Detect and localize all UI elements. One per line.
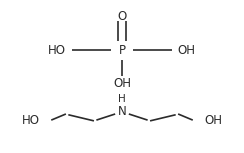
Text: HO: HO [48,44,66,57]
Text: O: O [117,10,127,22]
Text: OH: OH [204,114,223,127]
Text: OH: OH [178,44,196,57]
Text: OH: OH [113,77,131,90]
Text: N: N [118,105,126,118]
Text: H: H [118,94,126,104]
Text: P: P [119,44,125,57]
Text: HO: HO [21,114,40,127]
